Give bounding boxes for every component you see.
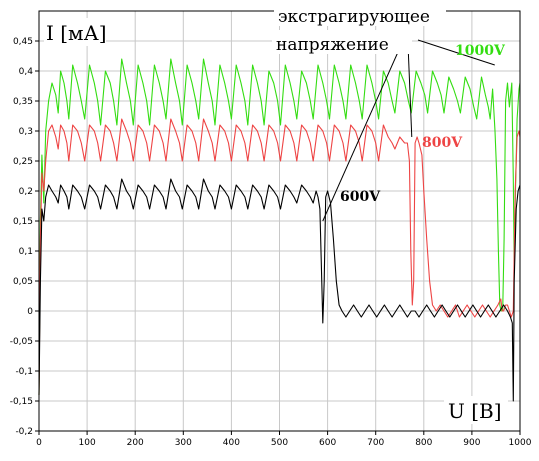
series-line-800V xyxy=(38,118,521,396)
x-tick-label: 1000 xyxy=(509,438,532,448)
series-line-1000V xyxy=(38,58,521,396)
x-tick-label: 600 xyxy=(319,438,336,448)
data-series xyxy=(38,58,521,402)
x-tick-label: 900 xyxy=(463,438,480,448)
y-tick-label: 0,3 xyxy=(19,127,33,137)
series-label-800V: 800V xyxy=(422,135,463,151)
y-tick-label: 0,45 xyxy=(13,37,33,47)
annotation-arrow-600V xyxy=(322,51,399,222)
annotation-bg-line1 xyxy=(274,4,446,26)
annotation-line2: напряжение xyxy=(276,35,389,55)
x-tick-label: 800 xyxy=(415,438,432,448)
y-tick-label: 0,4 xyxy=(19,67,34,77)
y-tick-label: -0,1 xyxy=(15,367,33,377)
y-tick-label: 0,05 xyxy=(13,277,33,287)
y-tick-label: 0,1 xyxy=(19,247,33,257)
y-tick-label: 0,2 xyxy=(19,187,33,197)
x-tick-label: 200 xyxy=(127,438,144,448)
y-tick-label: -0,2 xyxy=(15,427,33,437)
tick-labels: -0,2 -0,15 -0,1 -0,05 0 0,05 0,1 0,15 0,2 0,25 0,3… xyxy=(10,37,532,448)
xlabel-bg xyxy=(444,396,508,424)
x-tick-label: 0 xyxy=(36,438,42,448)
grid-lines xyxy=(38,11,521,432)
annotation-arrow-1000V xyxy=(417,39,495,66)
x-axis-title: U [В] xyxy=(448,399,502,423)
x-tick-label: 400 xyxy=(223,438,240,448)
series-label-600V: 600V xyxy=(340,189,381,205)
series-label-1000V: 1000V xyxy=(455,43,506,59)
y-tick-label: -0,05 xyxy=(10,337,33,347)
y-axis-title: I [мА] xyxy=(46,21,107,45)
annotations: 1000V 800V 600V экстрагирующее напряжение I [… xyxy=(44,4,508,424)
y-tick-label: 0 xyxy=(27,307,33,317)
annotation-arrow-800V xyxy=(407,43,413,138)
y-tick-label: 0,35 xyxy=(13,97,33,107)
series-line-600V xyxy=(38,178,521,402)
annotation-line1: экстрагирующее xyxy=(278,7,430,27)
y-tick-label: 0,15 xyxy=(13,217,33,227)
x-tick-label: 500 xyxy=(271,438,288,448)
y-tick-label: 0,25 xyxy=(13,157,33,167)
x-tick-label: 300 xyxy=(175,438,192,448)
annotation-bg-line2 xyxy=(272,30,412,54)
ylabel-bg xyxy=(44,18,106,46)
x-tick-label: 700 xyxy=(367,438,384,448)
x-tick-label: 100 xyxy=(79,438,96,448)
y-tick-label: -0,15 xyxy=(10,397,33,407)
